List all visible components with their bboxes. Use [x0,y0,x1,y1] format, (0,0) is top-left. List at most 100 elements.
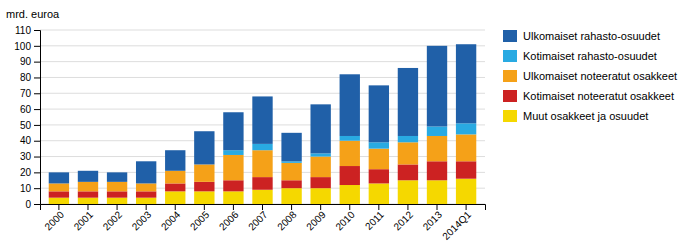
bar [252,144,272,150]
bar [398,68,418,136]
bar [310,177,330,188]
bar [427,136,447,161]
tick: 50 [20,120,40,131]
tick-label: 2001 [72,209,96,233]
tick: 90 [20,56,40,67]
bar [456,123,476,134]
bar [78,182,98,191]
legend-item: Kotimaiset noteeratut osakkeet [503,90,674,102]
tick: 100 [14,41,40,52]
bar [456,161,476,178]
bar [252,150,272,177]
tick-mark [34,125,40,126]
tick: 2013 [421,204,445,232]
tick-mark [117,204,118,210]
tick: 2011 [363,204,386,232]
tick-label: 2013 [421,209,445,233]
tick: 2012 [391,204,415,232]
bar [136,183,156,191]
bar [340,136,360,141]
bar [136,198,156,204]
grid-line [40,45,485,46]
bar [107,182,127,191]
legend-label: Ulkomaiset noteeratut osakkeet [523,70,677,82]
bar [310,153,330,156]
tick-mark [34,46,40,47]
tick-label: 2005 [188,209,212,233]
plot: 0102030405060708090100110200020012002200… [14,25,485,242]
bar [78,191,98,197]
bar [281,163,301,180]
legend-swatch [503,70,517,82]
tick: 2004 [159,204,183,232]
tick-mark [34,93,40,94]
legend-item: Ulkomaiset noteeratut osakkeet [503,70,677,82]
bar [252,190,272,204]
tick-label: 2009 [304,209,328,233]
tick: 2001 [72,204,96,232]
bar [136,191,156,197]
tick: 80 [20,72,40,83]
tick: 2005 [188,204,212,232]
bar [165,171,185,184]
tick-label: 10 [20,183,32,194]
bar [369,142,389,148]
bar [281,180,301,188]
grid-line [40,61,485,62]
legend-label: Kotimaiset rahasto-osuudet [523,50,657,62]
legend-item: Muut osakkeet ja osuudet [503,110,648,122]
series [49,44,477,183]
bar [398,180,418,204]
bar [340,74,360,136]
grid-line [40,93,485,94]
tick-label: 2002 [101,209,125,233]
tick-label: 2008 [275,209,299,233]
bar [369,183,389,204]
legend-swatch [503,50,517,62]
legend-label: Kotimaiset noteeratut osakkeet [523,90,674,102]
bar [427,46,447,127]
bar [194,182,214,191]
bar [78,171,98,182]
tick-label: 2004 [159,209,183,233]
tick-label: 110 [15,25,31,36]
tick-mark [34,157,40,158]
tick-mark [262,204,263,210]
tick-mark [34,109,40,110]
bar [223,191,243,204]
bar [369,149,389,170]
tick-mark [378,204,379,210]
bar [310,104,330,153]
tick-mark [146,204,147,210]
tick-label: 2011 [363,209,386,232]
tick-mark [204,204,205,210]
tick-label: 90 [20,56,32,67]
grid-line [40,30,485,31]
legend-swatch [503,90,517,102]
bar [223,155,243,180]
bar [340,185,360,204]
bar [49,198,69,204]
bar [340,166,360,185]
tick: 30 [20,151,40,162]
axis-line [34,31,41,205]
tick-mark [233,204,234,210]
bar [456,134,476,161]
legend-label: Muut osakkeet ja osuudet [523,110,648,122]
bar [398,136,418,142]
tick: 2010 [333,204,357,232]
x-axis: 2000200120022003200420052006200720082009… [41,204,486,242]
bar [194,131,214,164]
bar [107,198,127,204]
bar [194,191,214,204]
tick-label: 2006 [217,209,241,233]
legend-swatch [503,110,517,122]
bar [398,164,418,180]
tick-mark [407,204,408,210]
legend-item: Ulkomaiset rahasto-osuudet [503,30,660,42]
grid [40,30,485,204]
tick-label: 80 [20,72,32,83]
tick-mark [34,62,40,63]
bar [281,133,301,161]
legend-item: Kotimaiset rahasto-osuudet [503,50,657,62]
